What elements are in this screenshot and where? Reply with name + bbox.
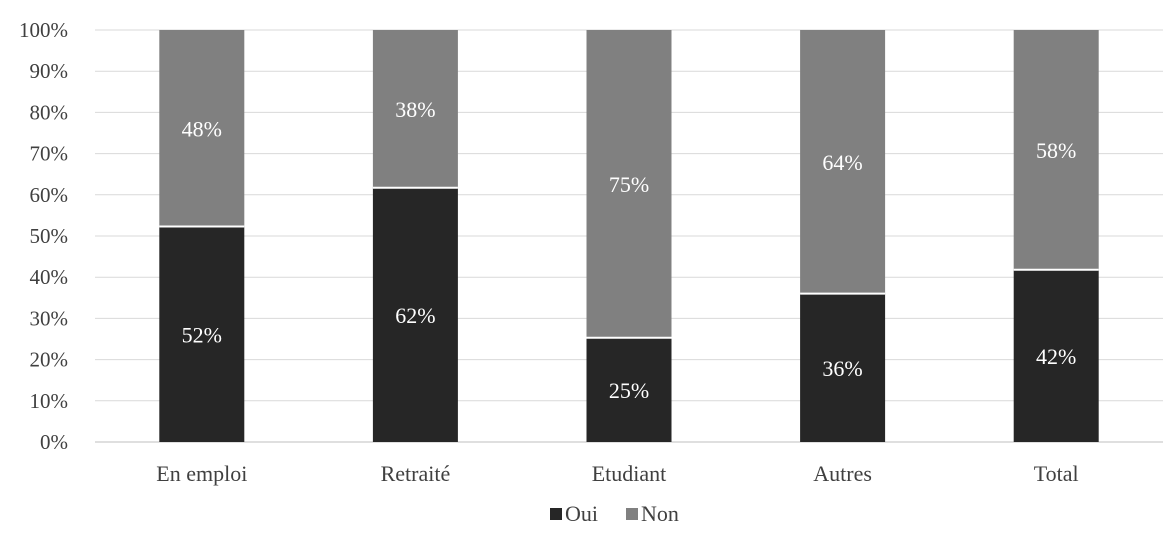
y-tick-label: 10% xyxy=(30,389,69,413)
legend-label-non: Non xyxy=(641,501,679,526)
y-tick-label: 30% xyxy=(30,306,69,330)
data-labels: 52% 48% 62% 38% 25% 75% 36% 64% 42% 58% xyxy=(182,97,1077,403)
data-label-non: 38% xyxy=(395,97,435,122)
bar-segment-oui xyxy=(586,337,672,442)
bar-segment-non xyxy=(159,30,245,227)
y-tick-label: 20% xyxy=(30,348,69,372)
legend-swatch-oui xyxy=(550,508,562,520)
bar-segment-oui xyxy=(800,293,886,442)
data-label-non: 75% xyxy=(609,172,649,197)
data-label-oui: 42% xyxy=(1036,344,1076,369)
x-tick-label: Autres xyxy=(813,461,872,486)
y-axis-tick-labels: 0% 10% 20% 30% 40% 50% 60% 70% 80% 90% 100% xyxy=(19,18,68,454)
y-tick-label: 70% xyxy=(30,142,69,166)
data-label-oui: 25% xyxy=(609,378,649,403)
data-label-non: 48% xyxy=(182,116,222,141)
y-tick-label: 90% xyxy=(30,59,69,83)
x-axis-tick-labels: En emploi Retraité Etudiant Autres Total xyxy=(156,461,1078,486)
y-tick-label: 0% xyxy=(40,430,68,454)
bar-segment-oui xyxy=(1013,269,1099,442)
y-tick-label: 50% xyxy=(30,224,69,248)
x-tick-label: Retraité xyxy=(381,461,451,486)
x-tick-label: Total xyxy=(1034,461,1079,486)
y-tick-label: 40% xyxy=(30,265,69,289)
data-label-oui: 36% xyxy=(822,356,862,381)
bar-segment-non xyxy=(1013,30,1099,270)
y-tick-label: 100% xyxy=(19,18,68,42)
x-tick-label: En emploi xyxy=(156,461,247,486)
y-tick-label: 80% xyxy=(30,100,69,124)
data-label-oui: 62% xyxy=(395,303,435,328)
bar-segment-oui xyxy=(159,226,245,442)
bar-segment-oui xyxy=(372,187,458,442)
data-label-oui: 52% xyxy=(182,322,222,347)
x-tick-label: Etudiant xyxy=(592,461,667,486)
legend-label-oui: Oui xyxy=(565,501,598,526)
legend-swatch-non xyxy=(626,508,638,520)
bar-segment-non xyxy=(372,30,458,188)
legend: Oui Non xyxy=(550,501,679,526)
data-label-non: 64% xyxy=(822,150,862,175)
bars xyxy=(159,30,1099,442)
data-label-non: 58% xyxy=(1036,138,1076,163)
y-tick-label: 60% xyxy=(30,183,69,207)
bar-segment-non xyxy=(586,30,672,338)
bar-segment-non xyxy=(800,30,886,294)
